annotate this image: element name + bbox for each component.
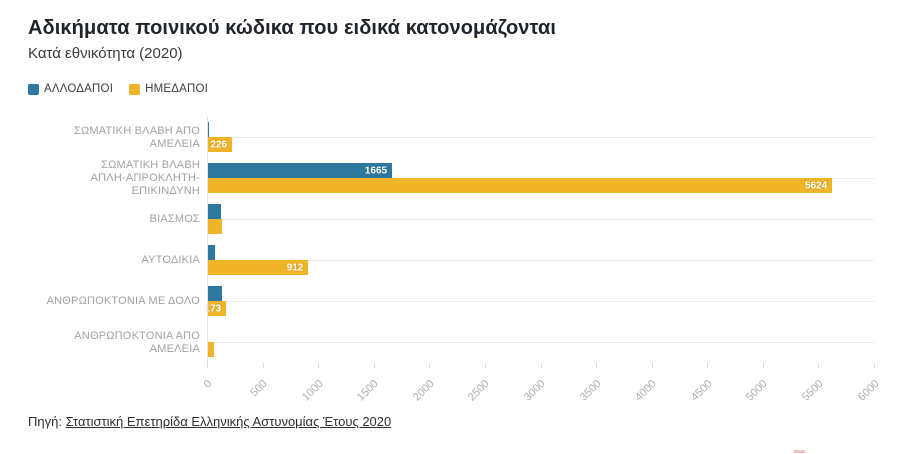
- bar-allodapoi[interactable]: [207, 204, 221, 219]
- bar-allodapoi[interactable]: [207, 122, 210, 137]
- tick-mark: [373, 363, 375, 368]
- category-gridline: [207, 219, 874, 220]
- source-note: Πηγή: Στατιστική Επετηρίδα Ελληνικής Αστ…: [28, 414, 872, 429]
- row-plot: [207, 322, 874, 363]
- legend-label: ΑΛΛΟΔΑΠΟΙ: [44, 83, 114, 95]
- bar-imedapoi[interactable]: 173: [204, 301, 227, 316]
- legend-item: ΗΜΕΔΑΠΟΙ: [129, 83, 208, 95]
- chart-row: ΒΙΑΣΜΟΣ: [28, 199, 874, 240]
- chart-row: ΑΝΘΡΩΠΟΚΤΟΝΙΑ ΑΠΟ ΑΜΕΛΕΙΑ: [28, 322, 874, 363]
- category-label: ΣΩΜΑΤΙΚΗ ΒΛΑΒΗ ΑΠΟ ΑΜΕΛΕΙΑ: [73, 124, 200, 150]
- zero-axis-line: [207, 117, 208, 363]
- tick-mark: [651, 363, 653, 368]
- category-label: ΑΥΤΟΔΙΚΙΑ: [141, 254, 200, 266]
- chart-row: ΑΥΤΟΔΙΚΙΑ 912: [28, 240, 874, 281]
- bar-imedapoi[interactable]: 912: [207, 260, 309, 275]
- tick-mark: [429, 363, 431, 368]
- bar-value-label: 5624: [804, 180, 828, 191]
- tick-label: 1500: [355, 377, 381, 404]
- bar-allodapoi[interactable]: [207, 245, 215, 260]
- tick-mark: [207, 363, 208, 368]
- bar-imedapoi[interactable]: [207, 219, 223, 234]
- bar-allodapoi[interactable]: [207, 286, 222, 301]
- chart-row: ΣΩΜΑΤΙΚΗ ΒΛΑΒΗ ΑΠΟ ΑΜΕΛΕΙΑ 226: [28, 117, 874, 158]
- legend-swatch: [129, 83, 141, 95]
- tick-label: 5500: [799, 377, 826, 404]
- tick-mark: [596, 363, 598, 368]
- row-plot: 226: [207, 117, 874, 158]
- tick-mark: [318, 363, 320, 368]
- row-plot: 1665 5624: [207, 158, 874, 199]
- tick-mark: [707, 363, 709, 368]
- bar-imedapoi[interactable]: [207, 342, 214, 357]
- bar-value-label: 226: [210, 139, 228, 150]
- tick-mark: [540, 363, 542, 368]
- tick-label: 1000: [299, 377, 326, 404]
- chart-subtitle: Κατά εθνικότητα (2020): [28, 45, 183, 62]
- source-link[interactable]: Στατιστική Επετηρίδα Ελληνικής Αστυνομία…: [65, 414, 392, 429]
- chart-row: ΣΩΜΑΤΙΚΗ ΒΛΑΒΗ ΑΠΛΗ-ΑΠΡΟΚΛΗΤΗ-ΕΠΙΚΙΝΔΥΝΗ…: [28, 158, 874, 199]
- bar-value-label: 173: [204, 303, 222, 314]
- chart-header: Αδικήματα ποινικού κώδικα που ειδικά κατ…: [0, 0, 900, 63]
- legend-item: ΑΛΛΟΔΑΠΟΙ: [28, 83, 113, 95]
- row-plot: 173: [204, 281, 874, 322]
- tick-mark: [762, 363, 764, 368]
- category-label: ΣΩΜΑΤΙΚΗ ΒΛΑΒΗ ΑΠΛΗ-ΑΠΡΟΚΛΗΤΗ-ΕΠΙΚΙΝΔΥΝΗ: [90, 159, 200, 197]
- chart-row: ΑΝΘΡΩΠΟΚΤΟΝΙΑ ΜΕ ΔΟΛΟ 173: [28, 281, 874, 322]
- bar-allodapoi[interactable]: 1665: [207, 163, 393, 178]
- bar-imedapoi[interactable]: 226: [207, 137, 233, 152]
- tick-label: 3000: [521, 377, 548, 404]
- tick-mark: [262, 363, 264, 368]
- legend: ΑΛΛΟΔΑΠΟΙ ΗΜΕΔΑΠΟΙ: [28, 82, 872, 96]
- tick-label: 500: [248, 377, 270, 400]
- tick-label: 2500: [466, 377, 493, 404]
- category-gridline: [207, 137, 874, 138]
- bar-chart: ΣΩΜΑΤΙΚΗ ΒΛΑΒΗ ΑΠΟ ΑΜΕΛΕΙΑ 226 ΣΩΜΑΤΙΚΗ ΒΛ…: [0, 117, 900, 405]
- x-axis: 0 500 1000 1500 2000 2500 3000 3500 4000 4500 5000…: [28, 363, 881, 405]
- tick-label: 5000: [744, 377, 771, 404]
- category-gridline: [207, 260, 874, 261]
- category-label: ΑΝΘΡΩΠΟΚΤΟΝΙΑ ΜΕ ΔΟΛΟ: [46, 295, 200, 307]
- chart-rows: ΣΩΜΑΤΙΚΗ ΒΛΑΒΗ ΑΠΟ ΑΜΕΛΕΙΑ 226 ΣΩΜΑΤΙΚΗ ΒΛ…: [28, 117, 874, 363]
- tick-label: 2000: [410, 377, 437, 404]
- category-label: ΒΙΑΣΜΟΣ: [149, 213, 200, 225]
- tick-label: 3500: [577, 377, 604, 404]
- row-plot: 912: [207, 240, 874, 281]
- category-gridline: [207, 301, 874, 302]
- bar-value-label: 912: [286, 262, 304, 273]
- chart-title: Αδικήματα ποινικού κώδικα που ειδικά κατ…: [28, 17, 556, 39]
- bar-value-label: 1665: [364, 165, 388, 176]
- tick-mark: [818, 363, 820, 368]
- category-gridline: [207, 342, 874, 343]
- watermark-fragment: [794, 450, 805, 453]
- bar-imedapoi[interactable]: 5624: [207, 178, 833, 193]
- tick-mark: [874, 363, 875, 368]
- row-plot: [207, 199, 874, 240]
- tick-label: 4500: [688, 377, 715, 404]
- axis-spacer: [28, 363, 207, 405]
- legend-label: ΗΜΕΔΑΠΟΙ: [145, 83, 209, 95]
- category-label: ΑΝΘΡΩΠΟΚΤΟΝΙΑ ΑΠΟ ΑΜΕΛΕΙΑ: [74, 329, 200, 355]
- tick-mark: [484, 363, 486, 368]
- axis-track: 0 500 1000 1500 2000 2500 3000 3500 4000 4500 5000…: [201, 363, 881, 405]
- tick-label: 6000: [855, 377, 882, 404]
- source-prefix: Πηγή:: [28, 414, 62, 429]
- tick-label: 4000: [633, 377, 659, 404]
- legend-swatch: [28, 83, 39, 95]
